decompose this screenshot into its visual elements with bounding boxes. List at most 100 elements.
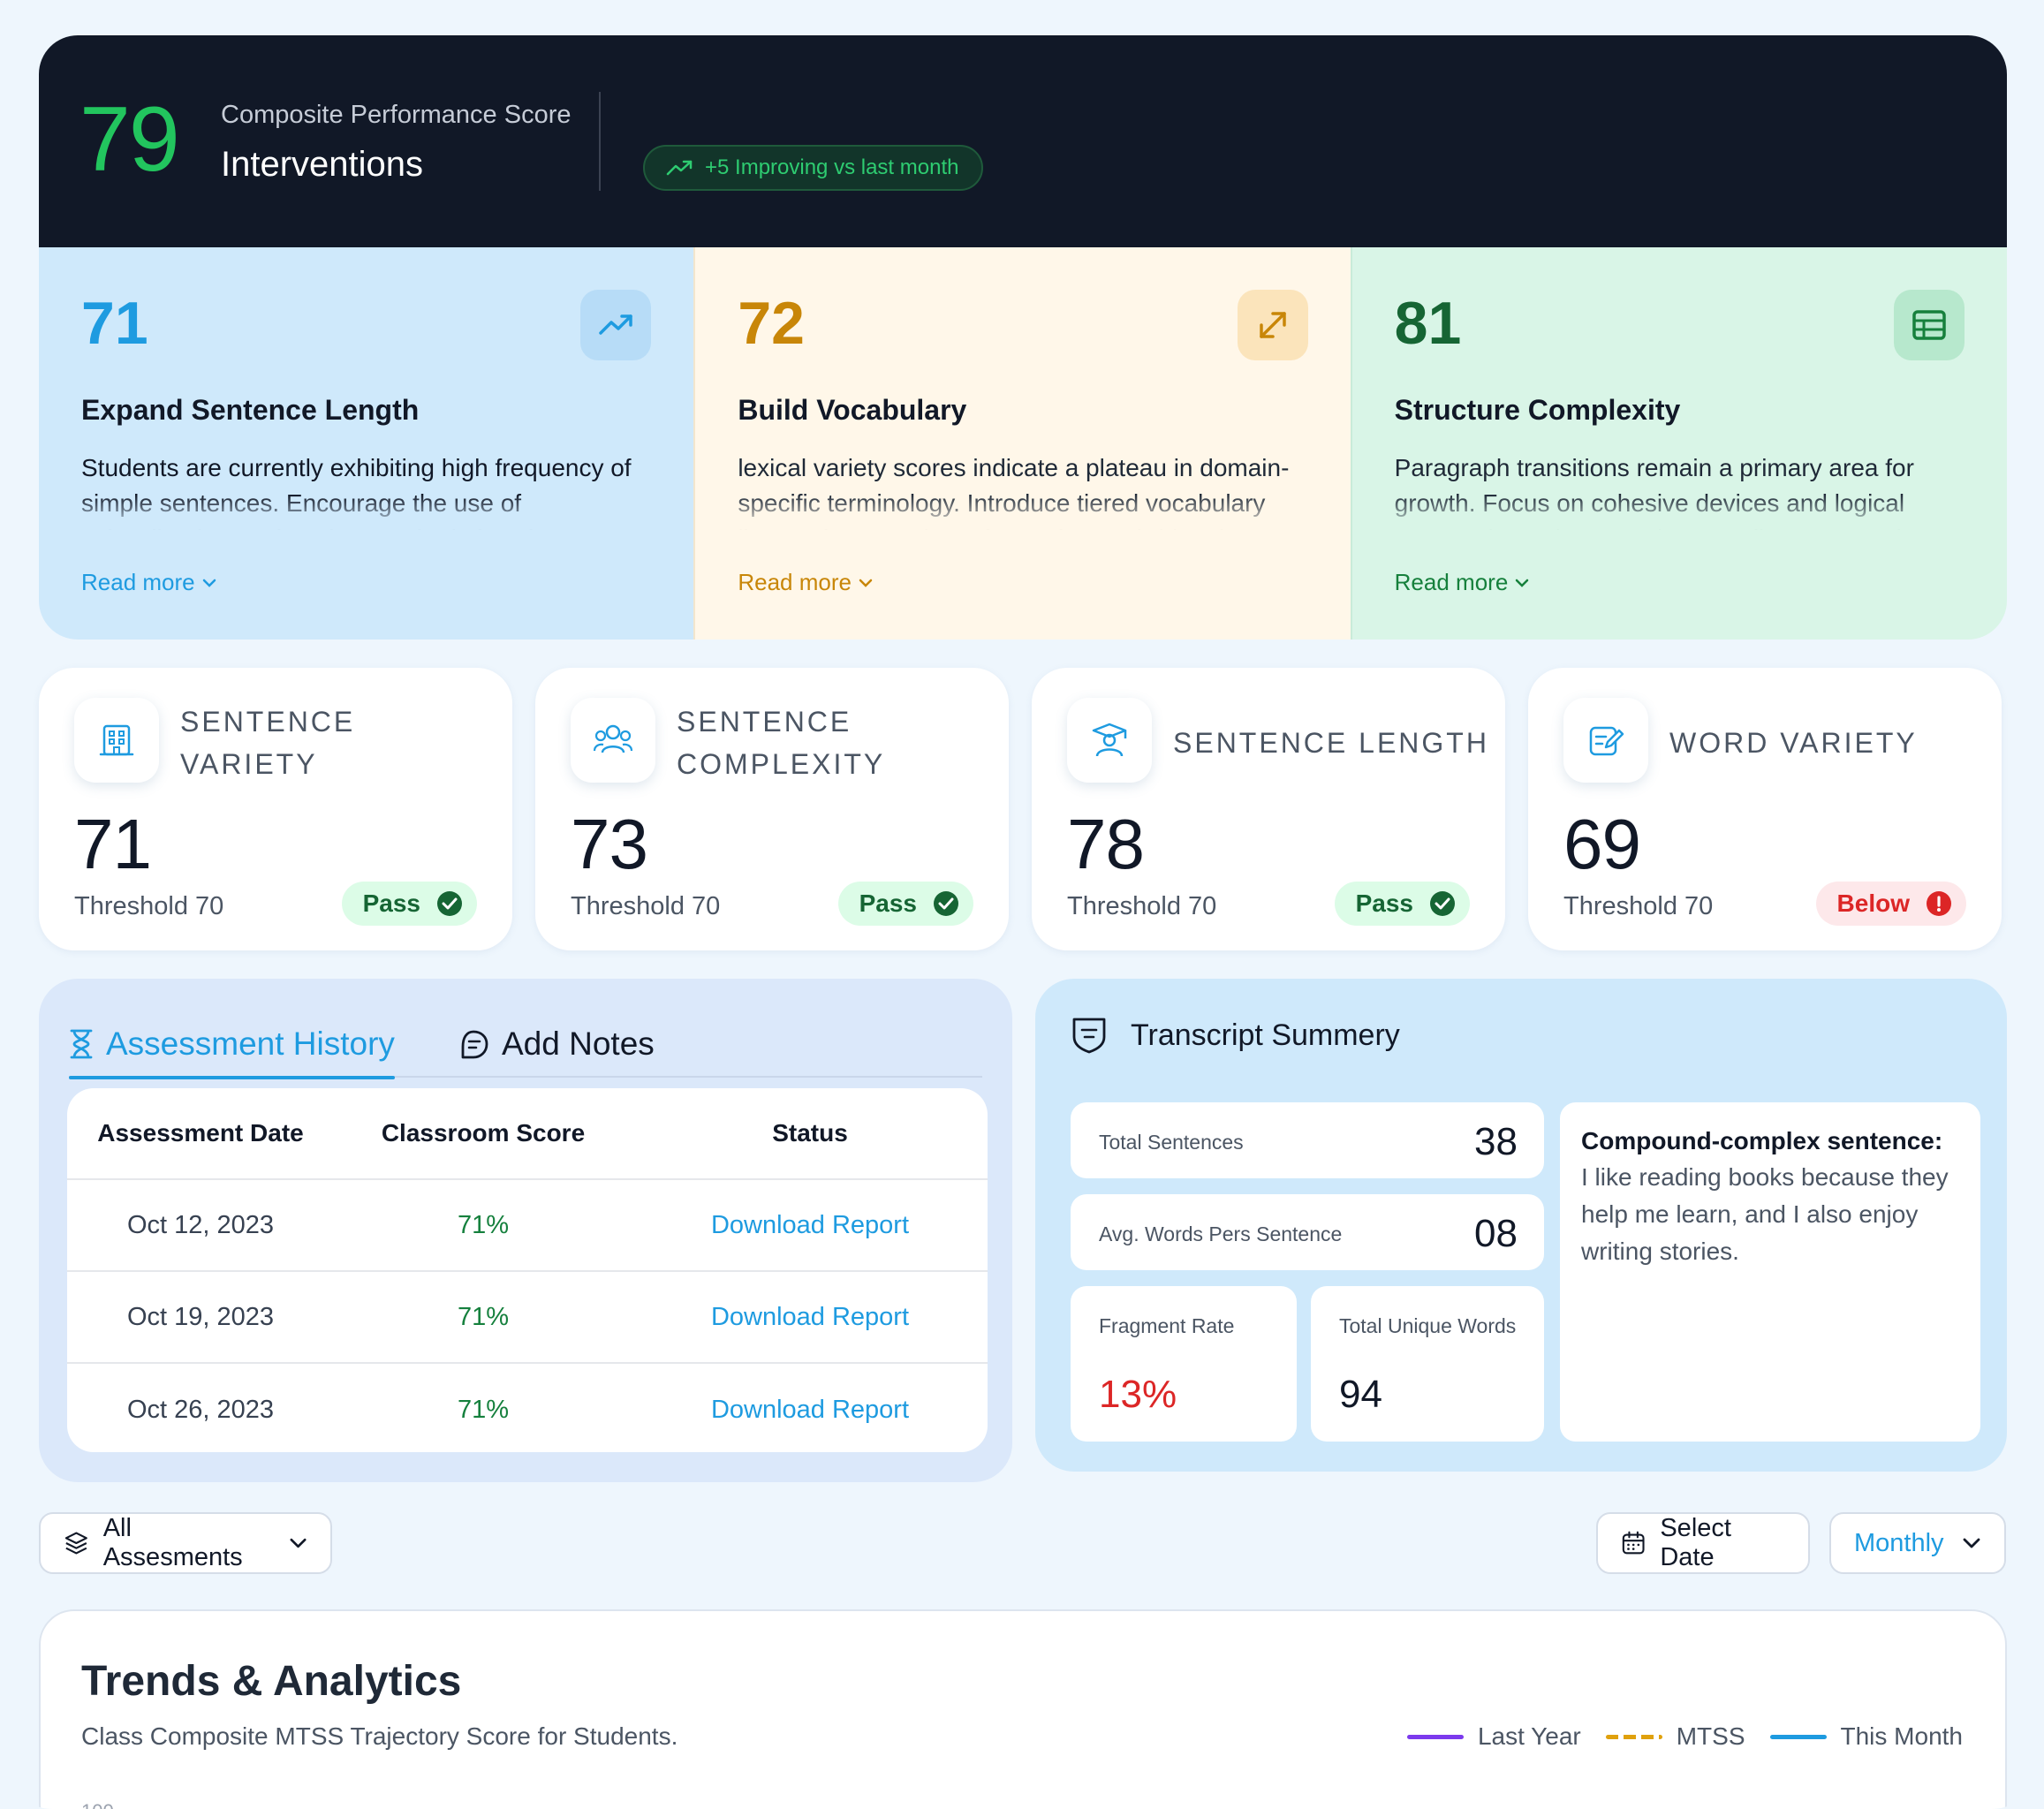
download-report-link[interactable]: Download Report [710,1395,910,1424]
table-row: Oct 26, 2023 71% Download Report [67,1364,988,1452]
chevron-down-icon [1963,1538,1980,1548]
recommendation-description: Paragraph transitions remain a primary a… [1394,454,1928,530]
legend-swatch [1406,1734,1464,1739]
classroom-score: 71% [457,1302,510,1331]
stat-label: Total Unique Words [1339,1314,1517,1337]
metric-card-sentence-variety: SENTENCE VARIETY 71 Threshold 70 Pass [39,668,512,950]
table-icon [1893,290,1965,360]
table-row: Oct 19, 2023 71% Download Report [67,1272,988,1364]
hourglass-icon [70,1029,93,1059]
recommendation-title: Expand Sentence Length [81,394,420,426]
recommendation-title: Build Vocabulary [738,394,967,426]
status-badge-label: Pass [1355,889,1413,917]
building-icon [74,698,159,783]
metric-label: SENTENCE COMPLEXITY [677,706,886,780]
transcript-header: Transcript Summery [1071,1016,1400,1055]
calendar-icon [1622,1531,1645,1555]
recommendation-score: 81 [1394,290,1462,357]
download-report-link[interactable]: Download Report [710,1302,910,1331]
tab-add-notes[interactable]: Add Notes [458,1010,655,1078]
users-icon [571,698,655,783]
status-badge: Pass [1334,882,1470,926]
check-circle-icon [437,891,462,916]
legend-label: This Month [1840,1722,1964,1750]
transcript-summary-panel: Transcript Summery Total Sentences 38 Av… [1035,979,2007,1472]
alert-circle-icon [1927,891,1951,916]
assessment-table: Assessment Date Classroom Score Status O… [67,1088,988,1452]
read-more-link[interactable]: Read more [1395,569,1530,596]
read-more-label: Read more [1394,569,1509,595]
metric-threshold: Threshold 70 [571,892,721,920]
legend-item-mtss: MTSS [1605,1722,1745,1751]
unique-words-stat: Total Unique Words 94 [1311,1286,1544,1442]
recommendation-cards: 71 Expand Sentence Length Students are c… [39,247,2007,640]
example-body: I like reading books because they help m… [1581,1163,1949,1265]
avg-words-stat: Avg. Words Pers Sentence 08 [1071,1194,1544,1270]
metric-label: SENTENCE VARIETY [180,706,356,780]
assessment-date: Oct 12, 2023 [126,1210,275,1239]
download-report-link[interactable]: Download Report [710,1210,910,1239]
edit-icon [1563,698,1648,783]
stat-value: 94 [1339,1373,1382,1416]
stat-label: Fragment Rate [1099,1314,1235,1337]
period-dropdown[interactable]: Monthly [1829,1512,2006,1574]
recommendation-description: Students are currently exhibiting high f… [81,454,632,530]
legend-item-this-month: This Month [1769,1722,1964,1751]
y-axis-tick: 100 [81,1800,114,1809]
legend-item-last-year: Last Year [1406,1722,1581,1751]
layers-icon [64,1532,87,1555]
column-header-score: Classroom Score [381,1119,586,1147]
metric-card-word-variety: WORD VARIETY 69 Threshold 70 Below [1528,668,2002,950]
legend-swatch [1605,1734,1662,1739]
tab-label: Add Notes [502,1026,655,1062]
stat-label: Total Sentences [1099,1131,1244,1154]
table-row: Oct 12, 2023 71% Download Report [67,1180,988,1272]
read-more-label: Read more [81,569,195,595]
trends-title: Trends & Analytics [81,1658,462,1705]
chevron-down-icon [202,579,216,587]
page-title: Interventions [221,145,424,184]
metric-card-sentence-complexity: SENTENCE COMPLEXITY 73 Threshold 70 Pass [535,668,1009,950]
metric-value: 69 [1563,805,1641,883]
period-dropdown-value: Monthly [1854,1528,1944,1557]
metric-label: WORD VARIETY [1669,727,1918,759]
composite-score: 79 [79,88,180,191]
chevron-down-icon [859,579,873,587]
column-header-status: Status [772,1119,848,1147]
stat-label: Avg. Words Pers Sentence [1099,1222,1343,1245]
assessment-date: Oct 19, 2023 [126,1302,275,1331]
read-more-link[interactable]: Read more [81,569,216,596]
all-assessments-dropdown[interactable]: All Assesments [39,1512,332,1574]
status-badge-label: Below [1836,889,1910,917]
graduate-icon [1067,698,1152,783]
read-more-link[interactable]: Read more [738,569,873,596]
metric-label: SENTENCE LENGTH [1173,727,1489,759]
notes-icon [461,1030,488,1059]
total-sentences-stat: Total Sentences 38 [1071,1102,1544,1178]
status-badge: Below [1815,882,1966,926]
trends-subtitle: Class Composite MTSS Trajectory Score fo… [81,1722,678,1750]
status-badge-label: Pass [362,889,420,917]
metric-value: 78 [1067,805,1145,883]
metric-value: 71 [74,805,152,883]
check-circle-icon [1430,891,1455,916]
recommendation-score: 72 [738,290,805,357]
stat-value: 08 [1474,1212,1518,1255]
chart-legend: Last Year MTSS This Month [1406,1722,1964,1751]
interventions-header: 79 Composite Performance Score Intervent… [39,35,2007,247]
transcript-title: Transcript Summery [1131,1018,1400,1052]
metric-threshold: Threshold 70 [1563,892,1714,920]
status-badge: Pass [341,882,477,926]
metric-card-sentence-length: SENTENCE LENGTH 78 Threshold 70 Pass [1032,668,1505,950]
metric-value: 73 [571,805,648,883]
expand-arrows-icon [1237,290,1308,360]
stat-value: 13% [1099,1373,1177,1416]
select-date-button[interactable]: Select Date [1596,1512,1810,1574]
tab-assessment-history[interactable]: Assessment History [69,1010,395,1079]
classroom-score: 71% [457,1210,510,1239]
chevron-down-icon [290,1538,307,1548]
metric-threshold: Threshold 70 [74,892,224,920]
assessment-date: Oct 26, 2023 [126,1395,275,1424]
dropdown-label: All Assesments [102,1514,243,1571]
